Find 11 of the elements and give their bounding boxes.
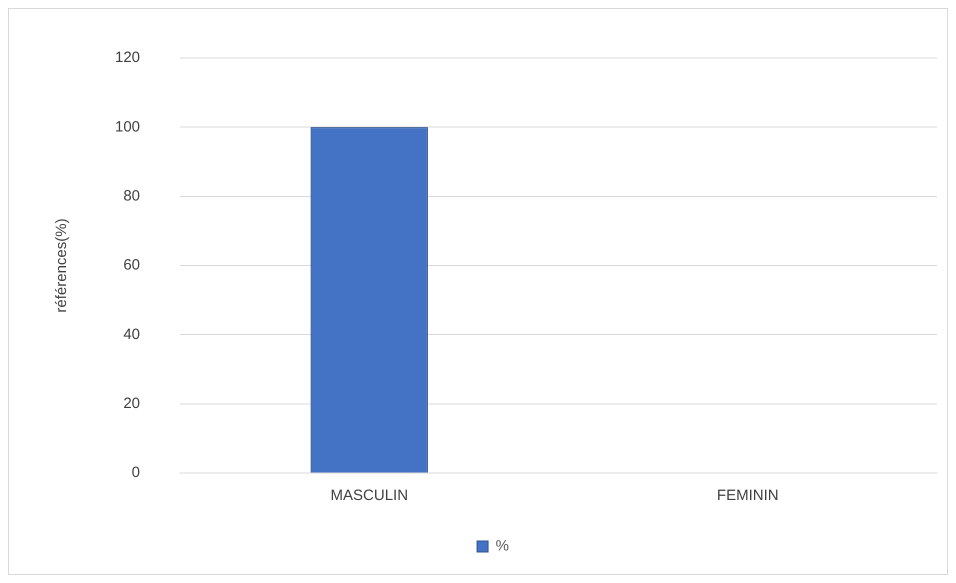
- legend-label: %: [496, 538, 509, 555]
- x-tick-label: FEMININ: [716, 487, 779, 504]
- y-tick-label: 0: [132, 464, 140, 482]
- y-tick-label: 60: [123, 256, 140, 274]
- y-tick-label: 20: [123, 394, 140, 412]
- y-axis-title: références(%): [53, 218, 70, 313]
- y-tick-label: 40: [123, 326, 140, 343]
- y-tick-label: 100: [114, 118, 140, 136]
- y-tick-label: 80: [123, 187, 140, 204]
- x-tick-label: MASCULIN: [330, 487, 408, 504]
- y-tick-label: 120: [114, 49, 140, 66]
